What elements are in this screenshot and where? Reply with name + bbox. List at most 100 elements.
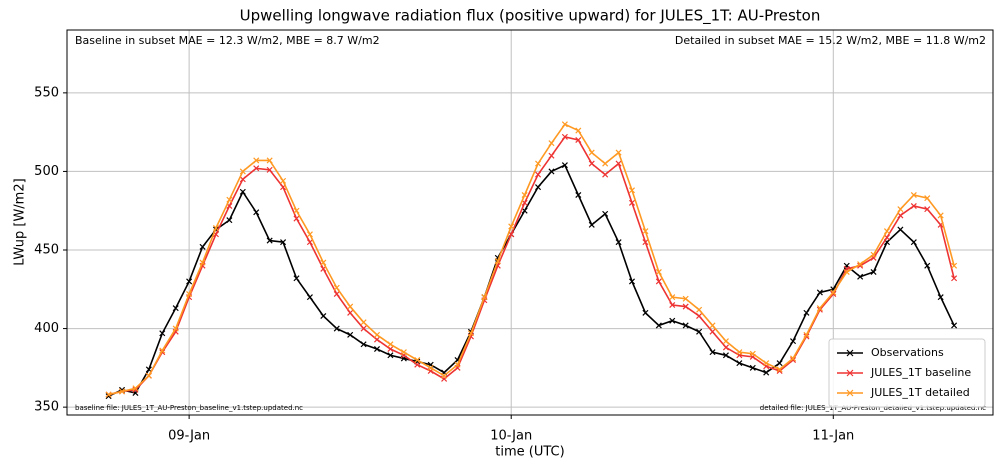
marker <box>642 228 649 235</box>
marker <box>883 228 891 235</box>
marker <box>602 160 609 167</box>
annotation: Baseline in subset MAE = 12.3 W/m2, MBE … <box>75 34 380 47</box>
marker <box>132 385 139 392</box>
legend-box <box>828 338 986 408</box>
annotation: baseline file: JULES_1T_AU-Preston_basel… <box>75 404 303 412</box>
marker <box>924 195 931 202</box>
marker <box>548 168 555 175</box>
marker <box>400 349 407 356</box>
legend-label: JULES_1T baseline <box>870 366 971 379</box>
marker <box>749 364 756 371</box>
marker <box>910 239 917 246</box>
marker <box>924 262 931 269</box>
marker <box>910 191 917 199</box>
annotation: Detailed in subset MAE = 15.2 W/m2, MBE … <box>675 34 986 47</box>
marker <box>722 338 729 345</box>
marker <box>615 160 622 167</box>
marker <box>696 306 703 313</box>
marker <box>951 262 958 269</box>
marker <box>535 171 542 178</box>
marker <box>145 372 152 379</box>
marker <box>870 268 877 276</box>
marker <box>790 356 797 364</box>
marker <box>682 303 689 310</box>
marker <box>293 275 300 282</box>
marker <box>414 356 421 364</box>
annotation: detailed file: JULES_1T_AU-Preston_detai… <box>760 404 986 412</box>
marker <box>535 160 542 167</box>
marker <box>239 188 246 195</box>
y-tick-label: 350 <box>34 400 59 415</box>
marker <box>736 349 743 356</box>
marker <box>333 284 340 291</box>
marker <box>387 352 394 359</box>
marker <box>467 330 474 337</box>
marker <box>790 355 797 362</box>
marker <box>280 239 287 246</box>
legend-marker <box>846 389 854 397</box>
legend-marker <box>846 369 854 377</box>
marker <box>481 294 488 301</box>
marker <box>548 140 555 147</box>
marker <box>373 331 381 338</box>
marker <box>226 217 233 224</box>
marker <box>830 290 837 298</box>
y-tick-label: 500 <box>34 164 59 179</box>
marker <box>306 294 313 301</box>
marker <box>172 305 179 312</box>
marker <box>803 309 810 316</box>
marker <box>669 301 676 309</box>
marker <box>373 345 381 353</box>
marker <box>360 341 367 348</box>
y-axis-label: LWup [W/m2] <box>13 178 28 265</box>
marker <box>575 191 582 199</box>
marker <box>333 290 340 298</box>
marker <box>602 210 609 217</box>
marker <box>588 160 595 167</box>
marker <box>306 239 313 246</box>
marker <box>186 290 193 298</box>
series-line <box>108 123 955 396</box>
marker <box>749 350 756 357</box>
marker <box>253 165 260 172</box>
marker <box>387 341 394 348</box>
y-tick-label: 400 <box>34 321 59 336</box>
marker <box>709 322 716 329</box>
marker <box>521 207 528 214</box>
marker <box>575 127 582 134</box>
marker <box>575 136 582 144</box>
marker <box>199 243 206 250</box>
marker <box>642 239 649 246</box>
marker <box>803 331 810 338</box>
marker <box>561 133 568 140</box>
marker <box>709 349 716 356</box>
marker <box>159 347 166 354</box>
marker <box>937 294 944 301</box>
marker <box>588 221 595 228</box>
marker <box>682 295 689 302</box>
marker <box>172 325 179 332</box>
marker <box>521 191 528 199</box>
marker <box>696 312 703 320</box>
plot-frame <box>66 29 994 416</box>
y-tick-label: 550 <box>34 85 59 100</box>
marker <box>360 319 367 326</box>
marker <box>360 325 367 332</box>
marker <box>199 259 206 266</box>
marker <box>776 366 783 373</box>
marker <box>266 157 273 164</box>
marker <box>212 224 219 232</box>
marker <box>347 331 354 338</box>
marker <box>857 262 864 269</box>
series-line <box>108 135 955 396</box>
marker <box>722 352 729 359</box>
marker <box>454 361 461 368</box>
marker <box>226 196 233 203</box>
marker <box>347 303 354 310</box>
marker <box>118 388 126 395</box>
marker <box>347 309 354 316</box>
marker <box>521 199 528 206</box>
y-tick-label: 450 <box>34 243 59 258</box>
series-line <box>108 164 955 397</box>
marker <box>615 149 622 156</box>
